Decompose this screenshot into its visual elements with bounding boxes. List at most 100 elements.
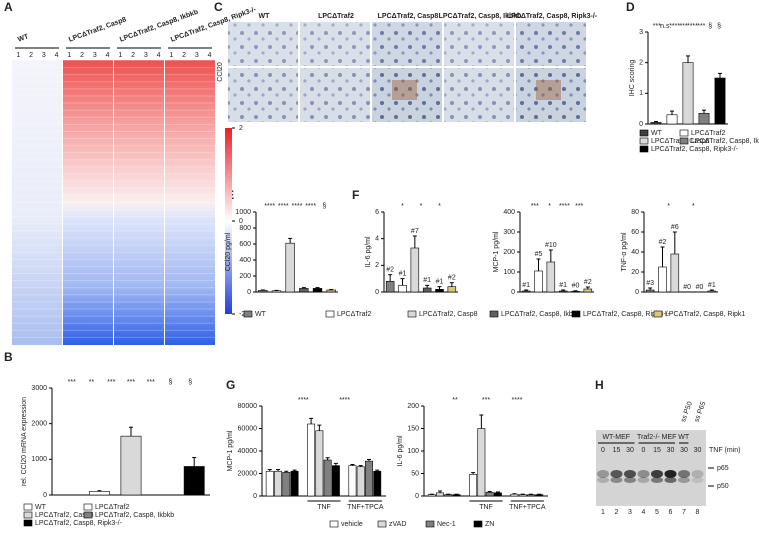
heatmap-stripe: [12, 336, 62, 338]
y-tick-label: 40: [631, 249, 639, 256]
y-tick-label: 0: [43, 492, 47, 499]
heatmap-stripe: [165, 180, 215, 182]
heatmap-stripe: [12, 230, 62, 232]
lane-number: 1: [118, 52, 122, 59]
heatmap-stripe: [114, 202, 164, 203]
blot-band: [678, 470, 690, 478]
legend-label: ZN: [485, 521, 494, 528]
bar: [356, 466, 365, 497]
heatmap-stripe: [63, 173, 113, 175]
heatmap-stripe: [63, 265, 113, 267]
heatmap-stripe: [12, 216, 62, 218]
legend-label: LPCΔTraf2, Casp8, Ikbkb: [95, 512, 174, 519]
blot-group: Traf2-/- MEF: [637, 434, 676, 441]
legend-swatch: [425, 520, 435, 528]
ihc-image: [372, 22, 442, 66]
ihc-column: LPCΔTraf2: [318, 13, 354, 20]
ihc-column: LPCΔTraf2, Casp8, Ikbkb: [439, 13, 522, 20]
heatmap-stripe: [12, 67, 62, 69]
heatmap-stripe: [114, 173, 164, 175]
bar: [285, 242, 295, 293]
colorbar: [225, 128, 232, 314]
legend-label: WT: [35, 504, 47, 511]
significance: ***: [482, 397, 490, 404]
heatmap-stripe: [12, 251, 62, 253]
y-tick-label: 80000: [238, 403, 258, 410]
y-tick-label: 60000: [238, 425, 258, 432]
bar: [282, 472, 291, 497]
heatmap-stripe: [165, 88, 215, 90]
legend-swatch: [639, 145, 649, 153]
legend-swatch: [83, 503, 93, 511]
group-label: TNF: [317, 504, 331, 511]
n-label: #2: [448, 275, 456, 282]
lane-number: 2: [131, 52, 135, 59]
heatmap-stripe: [165, 187, 215, 189]
time-label: 30: [694, 447, 702, 454]
bar: [510, 493, 519, 497]
heatmap-stripe: [12, 315, 62, 317]
significance: ***: [653, 23, 661, 30]
heatmap-stripe: [63, 194, 113, 196]
heatmap-stripe: [12, 280, 62, 282]
heatmap-stripe: [63, 301, 113, 303]
y-tick-label: 3000: [31, 385, 47, 392]
lane-number: 1: [67, 52, 71, 59]
y-tick-label: 40000: [238, 448, 258, 455]
legend-swatch: [23, 503, 33, 511]
lane-number: 4: [55, 52, 59, 59]
heatmap-stripe: [114, 67, 164, 69]
panel-label: B: [4, 350, 13, 364]
ihc-image: [228, 22, 298, 66]
heatmap-stripe: [12, 60, 62, 61]
significance: **: [452, 397, 458, 404]
n-label: #2: [386, 267, 394, 274]
heatmap-stripe: [63, 109, 113, 111]
y-tick-label: 0: [247, 289, 251, 296]
bar: [650, 122, 662, 125]
lane-number: 3: [42, 52, 46, 59]
bar: [666, 114, 678, 125]
legend-swatch: [325, 310, 335, 318]
blot-band: [610, 477, 623, 483]
significance: *: [548, 203, 551, 210]
y-tick-label: 400: [503, 209, 515, 216]
bar: [422, 287, 432, 293]
ihc-stain: [536, 80, 561, 100]
heatmap-stripe: [114, 223, 164, 225]
bar: [271, 290, 282, 293]
lane-number: 1: [169, 52, 173, 59]
bar: [658, 266, 667, 293]
heatmap-stripe: [63, 74, 113, 76]
n-label: #1: [436, 279, 444, 286]
heatmap-stripe: [114, 315, 164, 317]
legend-swatch: [23, 519, 33, 527]
heatmap-stripe: [165, 109, 215, 111]
y-axis-label: CCl20 pg/ml: [225, 232, 232, 271]
heatmap-group: LPCΔTraf2, Casp8: [68, 16, 127, 43]
heatmap-stripe: [12, 244, 62, 246]
n-label: #2: [584, 279, 592, 286]
ihc-image: [516, 22, 586, 66]
heatmap-stripe: [63, 209, 113, 211]
blot-group: WT-MEF: [602, 434, 630, 441]
heatmap-stripe: [12, 145, 62, 147]
bar: [707, 290, 717, 293]
time-label: 30: [680, 447, 688, 454]
panel-label: A: [4, 0, 13, 14]
heatmap-stripe: [12, 95, 62, 97]
time-label: 0: [642, 447, 646, 454]
bar: [546, 261, 556, 293]
heatmap-stripe: [12, 308, 62, 310]
ihc-image: [516, 68, 586, 122]
heatmap-stripe: [12, 152, 62, 154]
heatmap-stripe: [63, 131, 113, 132]
blot-band: [651, 477, 663, 483]
heatmap-stripe: [63, 123, 113, 125]
blot-band: [637, 477, 650, 483]
heatmap-stripe: [12, 116, 62, 118]
heatmap-stripe: [12, 138, 62, 140]
heatmap-stripe: [63, 251, 113, 253]
n-label: #0: [572, 283, 580, 290]
heatmap-stripe: [12, 123, 62, 125]
